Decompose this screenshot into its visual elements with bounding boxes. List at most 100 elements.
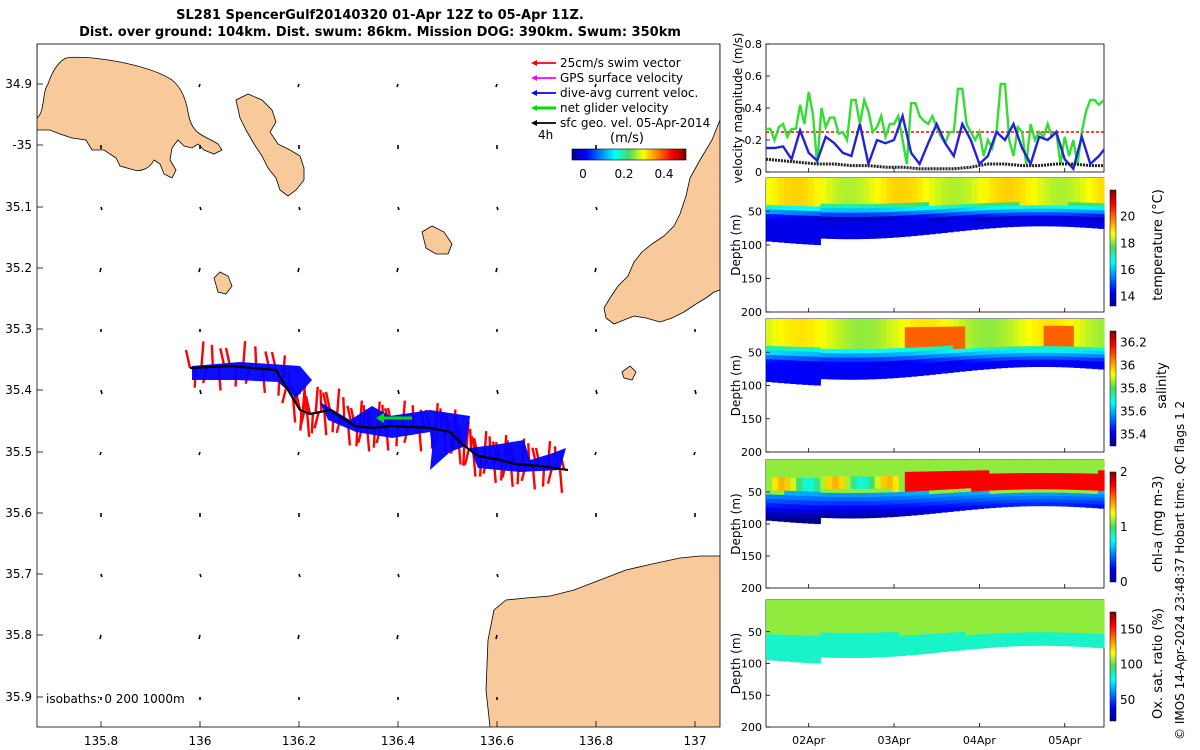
heatmap-cell (1085, 460, 1093, 464)
heatmap-cell (1031, 489, 1039, 494)
heatmap-cell (1079, 350, 1087, 355)
heatmap-cell (910, 206, 918, 212)
heatmap-cell (1067, 642, 1075, 647)
heatmap-cell (971, 210, 978, 216)
heatmap-cell (1037, 479, 1045, 484)
heatmap-cell (784, 626, 791, 632)
heatmap-cell (1067, 322, 1075, 327)
depth-tick-label: 50 (748, 206, 762, 219)
heatmap-cell (983, 633, 990, 638)
heatmap-cell (1043, 469, 1051, 474)
heatmap-cell (971, 344, 978, 349)
heatmap-cell (1037, 463, 1045, 468)
heatmap-cell (922, 206, 930, 211)
heatmap-cell (1001, 496, 1009, 501)
heatmap-cell (832, 208, 840, 214)
heatmap-cell (1031, 335, 1039, 340)
heatmap-cell (856, 497, 864, 502)
heatmap-cell (1043, 201, 1051, 206)
heatmap-cell (832, 234, 840, 240)
heatmap-cell (814, 631, 821, 637)
heatmap-cell (856, 182, 864, 188)
heatmap-cell (953, 212, 960, 217)
heatmap-cell (910, 463, 918, 469)
heatmap-cell (922, 502, 930, 507)
heatmap-cell (868, 612, 876, 617)
heatmap-cell (1007, 476, 1015, 481)
heatmap-cell (1043, 346, 1051, 351)
heatmap-cell (977, 336, 984, 342)
heatmap-cell (910, 194, 918, 200)
heatmap-cell (886, 369, 894, 375)
heatmap-cell (850, 331, 858, 337)
heatmap-cell (1007, 636, 1015, 641)
heatmap-cell (898, 631, 906, 637)
speed-colorbar-tick: 0.4 (654, 167, 673, 181)
heatmap-cell (886, 319, 894, 324)
heatmap-cell (916, 615, 924, 620)
heatmap-cell (1049, 638, 1057, 643)
colorbar-tick-label: 0 (1120, 575, 1128, 589)
heatmap-cell (1001, 322, 1009, 327)
heatmap-cell (1037, 489, 1045, 494)
heatmap-cell (1025, 502, 1033, 507)
heatmap-cell (1079, 616, 1087, 621)
heatmap-cell (941, 614, 948, 620)
heatmap-cell (1055, 473, 1063, 477)
heatmap-cell (766, 363, 773, 369)
heatmap-cell (1019, 473, 1027, 477)
depth-tick-label: 200 (741, 446, 762, 459)
heatmap-cell (904, 227, 912, 233)
heatmap-cell (916, 218, 924, 224)
heatmap-cell (832, 620, 840, 626)
heatmap-cell (772, 178, 779, 184)
heatmap-cell (995, 178, 1002, 183)
colorbar-tick-label: 16 (1120, 263, 1135, 277)
heatmap-cell (959, 610, 966, 615)
heatmap-cell (862, 216, 870, 222)
heatmap-cell (983, 365, 990, 370)
heatmap-cell (1067, 184, 1075, 189)
speed-colorbar (571, 148, 687, 161)
heatmap-cell (802, 319, 809, 325)
heatmap-cell (796, 187, 803, 193)
geo-vector-arrow (198, 634, 201, 640)
heatmap-cell (977, 192, 984, 197)
heatmap-cell (802, 342, 809, 348)
heatmap-cell (802, 224, 809, 231)
heatmap-cell (922, 326, 930, 332)
dive-avg-current-vectors (192, 362, 312, 398)
heatmap-cell (1031, 492, 1039, 497)
heatmap-cell (1025, 466, 1033, 471)
heatmap-cell (977, 214, 984, 219)
heatmap-cell (1013, 463, 1021, 468)
heatmap-cell (1025, 463, 1033, 468)
heatmap-cell (790, 482, 797, 488)
heatmap-cell (935, 629, 942, 635)
heatmap-cell (910, 495, 918, 500)
heatmap-cell (868, 640, 876, 646)
heatmap-cell (1043, 178, 1051, 183)
heatmap-cell (1097, 217, 1105, 222)
heatmap-cell (928, 354, 936, 360)
heatmap-cell (808, 613, 815, 619)
heatmap-cell (880, 361, 888, 367)
heatmap-cell (820, 353, 827, 358)
heatmap-cell (796, 604, 803, 610)
heatmap-cell (928, 346, 936, 352)
heatmap-cell (802, 635, 809, 641)
heatmap-cell (790, 229, 797, 235)
heatmap-cell (904, 647, 912, 652)
heatmap-cell (898, 627, 906, 633)
heatmap-cell (995, 476, 1002, 481)
heatmap-cell (772, 498, 779, 504)
geo-vector-arrow (199, 389, 202, 395)
heatmap-cell (814, 206, 821, 212)
heatmap-cell (910, 600, 918, 605)
heatmap-cell (995, 319, 1002, 324)
heatmap-cell (1091, 494, 1099, 499)
geo-vector-arrow (198, 83, 201, 88)
heatmap-cell (874, 640, 882, 646)
heatmap-cell (1019, 202, 1027, 207)
